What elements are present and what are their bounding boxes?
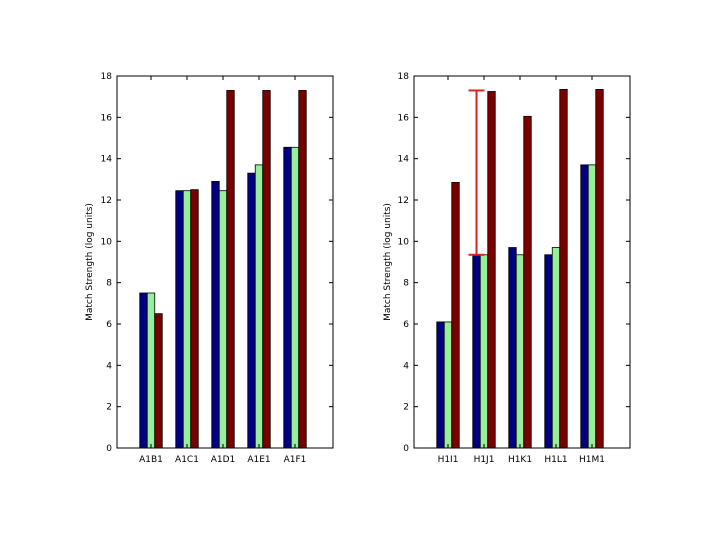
- y-tick-label: 10: [398, 237, 410, 247]
- bar-h1k1-s2: [515, 254, 525, 449]
- y-tick-label: 0: [106, 444, 112, 454]
- bar-a1d1-s1: [211, 180, 220, 449]
- y-tick-label: 2: [106, 403, 112, 413]
- left-chart: Match Strength (log units) 0 2 4 6 8 10 12 14 16…: [85, 72, 334, 465]
- bar-a1b1-s3: [154, 313, 163, 449]
- y-tick-label: 4: [106, 361, 112, 371]
- x-tick-label: H1J1: [474, 455, 495, 465]
- y-tick-label: 6: [106, 320, 112, 330]
- y-tick-label: 8: [403, 279, 409, 289]
- y-tick-label: 18: [398, 72, 410, 82]
- bar-a1d1-s3: [226, 90, 235, 449]
- y-tick-label: 2: [403, 403, 409, 413]
- x-tick-label: A1F1: [284, 455, 307, 465]
- y-tick-label: 8: [106, 279, 112, 289]
- bar-a1c1-s1: [175, 190, 184, 449]
- bar-h1m1-s2: [587, 164, 597, 449]
- x-tick-label: A1C1: [175, 455, 199, 465]
- right-chart: Match Strength (log units) 0 2 4 6 8 10 12 14 16…: [383, 72, 631, 465]
- bar-a1e1-s1: [247, 172, 256, 449]
- bar-h1m1-s1: [580, 164, 589, 449]
- bar-a1f1-s1: [283, 146, 292, 449]
- x-tick-label: H1K1: [508, 455, 532, 465]
- bar-a1e1-s2: [254, 164, 264, 449]
- bar-a1b1-s2: [146, 292, 156, 449]
- y-tick-label: 18: [101, 72, 113, 82]
- bar-h1k1-s3: [523, 115, 532, 449]
- y-tick-label: 0: [403, 444, 409, 454]
- y-tick-label: 10: [101, 237, 113, 247]
- bar-a1d1-s2: [218, 190, 228, 449]
- axes-box: [413, 75, 631, 449]
- y-axis-label: Match Strength (log units): [383, 203, 393, 321]
- bar-h1i1-s2: [443, 321, 453, 449]
- y-tick-label: 16: [398, 113, 410, 123]
- bar-a1f1-s2: [290, 146, 300, 449]
- axes-box: [116, 75, 334, 449]
- bar-h1j1-s1: [472, 254, 481, 449]
- x-tick-label: H1M1: [579, 455, 605, 465]
- x-tick-label: A1D1: [211, 455, 236, 465]
- bar-h1l1-s1: [544, 254, 553, 449]
- bar-h1k1-s1: [508, 247, 517, 449]
- y-tick-label: 12: [398, 196, 409, 206]
- x-tick-label: A1E1: [247, 455, 270, 465]
- bar-h1i1-s1: [436, 321, 445, 449]
- y-tick-label: 6: [403, 320, 409, 330]
- y-tick-label: 16: [101, 113, 113, 123]
- x-tick-label: A1B1: [139, 455, 163, 465]
- y-tick-label: 12: [101, 196, 112, 206]
- bar-a1c1-s2: [182, 190, 192, 449]
- x-tick-label: H1L1: [544, 455, 567, 465]
- bar-h1l1-s3: [559, 89, 568, 449]
- y-tick-label: 14: [101, 155, 113, 165]
- bar-a1f1-s3: [298, 90, 307, 449]
- bar-a1e1-s3: [262, 90, 271, 449]
- bar-a1b1-s1: [139, 292, 148, 449]
- y-axis-label: Match Strength (log units): [85, 203, 95, 321]
- bar-h1m1-s3: [595, 89, 604, 449]
- y-tick-label: 14: [398, 155, 410, 165]
- y-tick-label: 4: [403, 361, 409, 371]
- bar-h1l1-s2: [551, 247, 561, 449]
- bar-a1c1-s3: [190, 189, 199, 449]
- bar-h1j1-s2: [479, 254, 489, 449]
- x-tick-label: H1I1: [438, 455, 459, 465]
- bar-h1i1-s3: [451, 182, 460, 449]
- bar-h1j1-s3: [487, 91, 496, 449]
